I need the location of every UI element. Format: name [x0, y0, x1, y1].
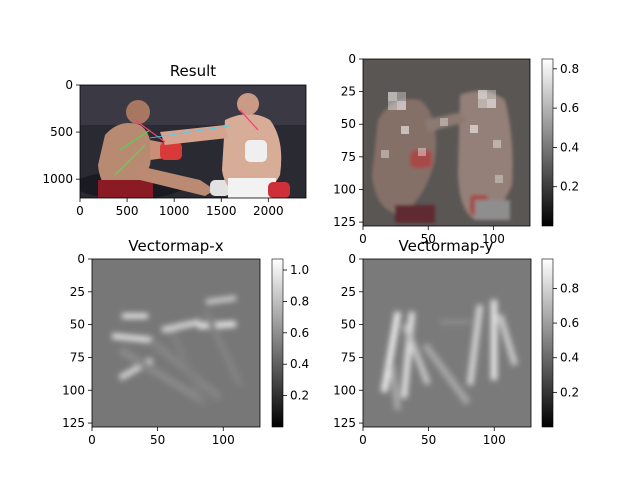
y-tick-label: 0	[348, 52, 356, 66]
axis-ticks-vectormap-y: 0 50 100 0 25 50 75 100 125	[333, 252, 506, 447]
x-tick-label: 100	[483, 433, 506, 447]
result-image	[80, 85, 306, 198]
x-tick-label: 0	[359, 433, 367, 447]
colorbar-ticks-vectormap-y: 0.2 0.4 0.6 0.8	[553, 281, 579, 399]
axis-ticks-vectormap-x: 0 50 100 0 25 50 75 100 125	[62, 252, 235, 447]
axis-ticks-overlay: 0 50 100 0 25 50 75 100 125	[333, 52, 505, 246]
colorbar-tick-label: 0.4	[560, 140, 579, 154]
colorbar-tick-label: 0.8	[560, 281, 579, 295]
y-tick-label: 25	[70, 285, 85, 299]
colorbar-tick-label: 0.6	[560, 101, 579, 115]
colorbar-ticks-overlay: 0.2 0.4 0.6 0.8	[553, 62, 579, 194]
panel-result: Result 0 500 10	[42, 62, 307, 218]
colorbar-tick-label: 0.6	[290, 326, 309, 340]
x-tick-label: 1000	[159, 204, 190, 218]
x-tick-label: 50	[150, 433, 165, 447]
y-tick-label: 0	[65, 78, 73, 92]
colorbar-vectormap-y	[541, 258, 554, 428]
vectormap-y-image	[363, 259, 531, 427]
y-tick-label: 125	[333, 416, 356, 430]
chart-title-vectormap-y: Vectormap-y	[399, 237, 494, 255]
colorbar-tick-label: 0.2	[560, 385, 579, 399]
y-tick-label: 125	[62, 416, 85, 430]
y-tick-label: 0	[348, 252, 356, 266]
overlay-image	[363, 59, 530, 226]
colorbar-tick-label: 0.6	[560, 316, 579, 330]
chart-title-result: Result	[170, 62, 216, 80]
y-tick-label: 50	[70, 318, 85, 332]
y-tick-label: 75	[70, 350, 85, 364]
y-tick-label: 100	[62, 383, 85, 397]
x-tick-label: 500	[116, 204, 139, 218]
colorbar-tick-label: 0.4	[290, 357, 309, 371]
colorbar-overlay	[541, 58, 554, 227]
axes-frame-overlay	[362, 58, 531, 227]
y-tick-label: 0	[77, 252, 85, 266]
x-tick-label: 0	[359, 232, 367, 246]
x-tick-label: 50	[421, 232, 436, 246]
panel-heatmap-overlay: 0 50 100 0 25 50 75 100 125 0.2 0.4 0.6 0.8	[333, 52, 579, 246]
chart-title-vectormap-x: Vectormap-x	[128, 237, 223, 255]
y-tick-label: 75	[341, 350, 356, 364]
axes-frame-vectormap-x	[91, 258, 261, 428]
y-tick-label: 100	[333, 383, 356, 397]
x-tick-label: 50	[421, 433, 436, 447]
y-tick-label: 1000	[42, 172, 73, 186]
vectormap-x-image	[92, 259, 260, 427]
y-tick-label: 500	[50, 125, 73, 139]
colorbar-tick-label: 0.2	[560, 180, 579, 194]
axis-ticks-result: 0 500 1000 1500 2000 0 500 1000	[42, 78, 283, 218]
colorbar-tick-label: 0.8	[290, 294, 309, 308]
y-tick-label: 100	[333, 182, 356, 196]
x-tick-label: 2000	[253, 204, 284, 218]
x-tick-label: 100	[212, 433, 235, 447]
y-tick-label: 125	[333, 215, 356, 229]
colorbar-tick-label: 0.4	[560, 351, 579, 365]
y-tick-label: 50	[341, 117, 356, 131]
y-tick-label: 75	[341, 150, 356, 164]
x-tick-label: 100	[482, 232, 505, 246]
axes-frame-vectormap-y	[362, 258, 532, 428]
colorbar-tick-label: 0.2	[290, 389, 309, 403]
x-tick-label: 0	[88, 433, 96, 447]
y-tick-label: 50	[341, 318, 356, 332]
x-tick-label: 1500	[206, 204, 237, 218]
y-tick-label: 25	[341, 285, 356, 299]
colorbar-vectormap-x	[271, 258, 284, 428]
colorbar-tick-label: 0.8	[560, 62, 579, 76]
colorbar-tick-label: 1.0	[290, 263, 309, 277]
y-tick-label: 25	[341, 85, 356, 99]
x-tick-label: 0	[76, 204, 84, 218]
colorbar-ticks-vectormap-x: 0.2 0.4 0.6 0.8 1.0	[283, 263, 309, 403]
axes-frame-result	[79, 84, 307, 199]
